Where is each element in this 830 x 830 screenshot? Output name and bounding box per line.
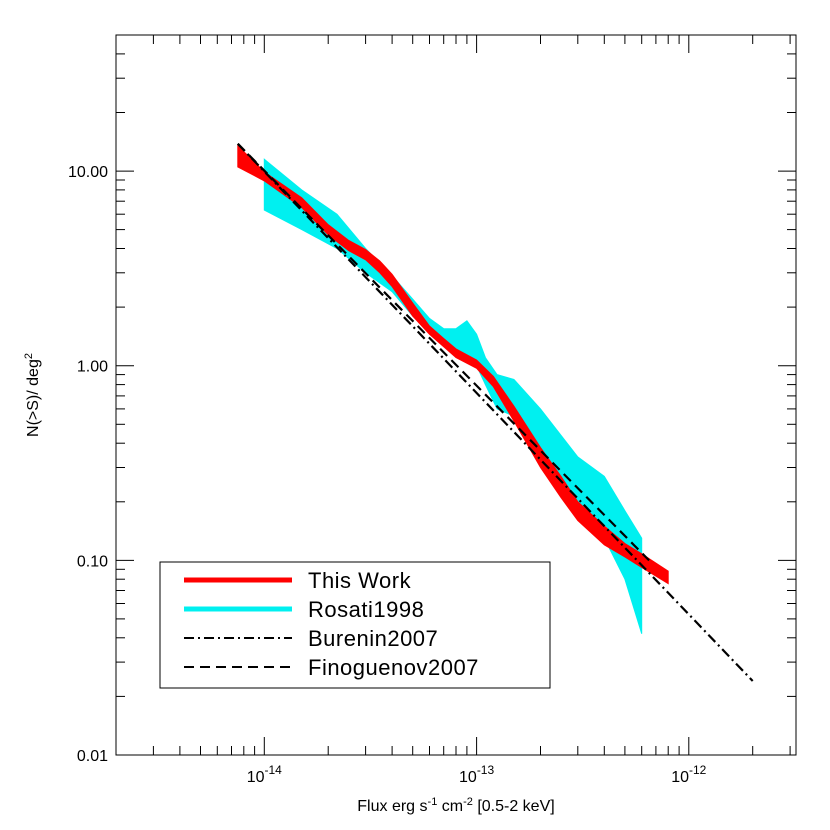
series-line-finoguenov2007 (237, 143, 650, 562)
axis-tick-labels: 10-14 10-13 10-12 0.01 0.10 1.00 10.00 (68, 164, 707, 786)
legend: This Work Rosati1998 Burenin2007 Finoguenov… (159, 561, 551, 689)
y-tick-label: 1.00 (77, 359, 108, 376)
series-layer (237, 143, 754, 682)
y-tick-label: 0.10 (77, 553, 108, 570)
legend-label: Burenin2007 (308, 626, 438, 651)
x-axis-title: Flux erg s-1 cm-2 [0.5-2 keV] (357, 796, 554, 815)
series-line-burenin2007 (237, 143, 754, 682)
legend-label: Finoguenov2007 (308, 655, 479, 680)
legend-label: Rosati1998 (308, 597, 424, 622)
y-axis-title: N(>S)/ deg2 (23, 353, 42, 437)
x-tick-label: 10-12 (671, 763, 706, 786)
x-tick-label: 10-14 (247, 763, 282, 786)
x-tick-label: 10-13 (459, 763, 494, 786)
y-tick-label: 10.00 (68, 164, 108, 181)
legend-label: This Work (308, 568, 412, 593)
y-tick-label: 0.01 (77, 748, 108, 765)
axis-ticks (115, 34, 796, 756)
